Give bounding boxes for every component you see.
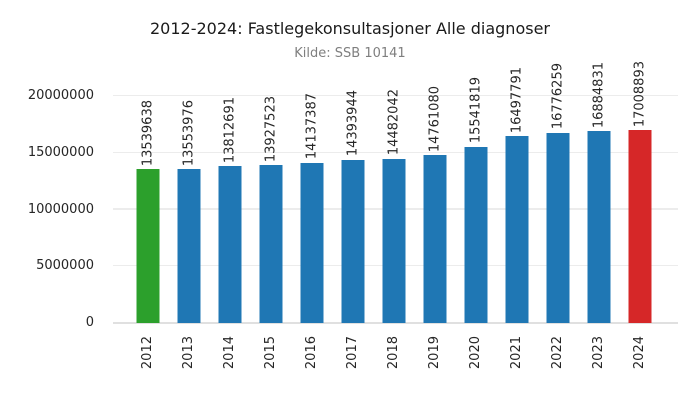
bar-value-label: 13927523 bbox=[263, 95, 278, 162]
bar-value-label: 13539638 bbox=[140, 100, 155, 167]
bar-slot: 13539638 bbox=[127, 96, 168, 323]
x-tick-label: 2021 bbox=[509, 336, 524, 370]
x-slot: 2013 bbox=[168, 336, 209, 386]
x-tick-label: 2018 bbox=[386, 336, 401, 370]
x-tick-label: 2014 bbox=[222, 336, 237, 370]
x-slot: 2016 bbox=[291, 336, 332, 386]
x-tick-label: 2022 bbox=[550, 336, 565, 370]
x-slot: 2014 bbox=[209, 336, 250, 386]
bar bbox=[505, 135, 528, 323]
gridline bbox=[113, 151, 678, 153]
bar-value-label: 14137387 bbox=[304, 93, 319, 160]
bar-value-label: 14482042 bbox=[386, 89, 401, 156]
bar-value-label: 14761080 bbox=[427, 86, 442, 153]
bar bbox=[341, 159, 364, 323]
x-tick-label: 2024 bbox=[632, 336, 647, 370]
bar-stack: 16884831 bbox=[587, 62, 610, 323]
x-slot: 2021 bbox=[496, 336, 537, 386]
y-tick-label: 15000000 bbox=[27, 144, 94, 160]
x-slot: 2022 bbox=[537, 336, 578, 386]
x-slot: 2012 bbox=[127, 336, 168, 386]
bar-stack: 13539638 bbox=[136, 100, 159, 323]
y-tick-label: 10000000 bbox=[27, 201, 94, 217]
bar-stack: 17008893 bbox=[628, 61, 651, 323]
x-slot: 2023 bbox=[578, 336, 619, 386]
x-slot: 2020 bbox=[455, 336, 496, 386]
bar-stack: 14393944 bbox=[341, 90, 364, 323]
x-tick-label: 2023 bbox=[591, 336, 606, 370]
bar bbox=[464, 146, 487, 323]
chart-title: 2012-2024: Fastlegekonsultasjoner Alle d… bbox=[150, 19, 550, 38]
bar bbox=[218, 166, 241, 323]
x-tick-label: 2013 bbox=[181, 336, 196, 370]
bar bbox=[546, 132, 569, 323]
bar bbox=[177, 169, 200, 323]
bar bbox=[136, 169, 159, 323]
bar-value-label: 13553976 bbox=[181, 100, 196, 167]
x-slot: 2017 bbox=[332, 336, 373, 386]
bar-slot: 15541819 bbox=[455, 77, 496, 323]
x-axis-labels: 2012 2013 2014 2015 2016 2017 2018 2019 2020 2021… bbox=[113, 336, 678, 386]
x-tick-label: 2020 bbox=[468, 336, 483, 370]
bar-slot: 14761080 bbox=[414, 86, 455, 323]
bar-value-label: 16884831 bbox=[591, 62, 606, 129]
bars-row: 13539638 13553976 13812691 13927523 14137387… bbox=[113, 61, 678, 323]
bar-stack: 13812691 bbox=[218, 97, 241, 323]
bar-slot: 16497791 bbox=[496, 67, 537, 323]
chart-subtitle: Kilde: SSB 10141 bbox=[294, 46, 406, 61]
bar-stack: 16776259 bbox=[546, 63, 569, 323]
bar-value-label: 13812691 bbox=[222, 97, 237, 164]
x-slot: 2018 bbox=[373, 336, 414, 386]
bar-stack: 13927523 bbox=[259, 96, 282, 323]
x-slot: 2024 bbox=[619, 336, 660, 386]
x-tick-label: 2019 bbox=[427, 336, 442, 370]
bar-slot: 16884831 bbox=[578, 62, 619, 323]
bar-slot: 13927523 bbox=[250, 96, 291, 323]
bar-stack: 14137387 bbox=[300, 93, 323, 323]
bar-value-label: 14393944 bbox=[345, 90, 360, 157]
bar bbox=[259, 164, 282, 323]
bar bbox=[382, 158, 405, 323]
bar-value-label: 17008893 bbox=[632, 60, 647, 127]
bar-value-label: 16497791 bbox=[509, 66, 524, 133]
bar-slot: 14137387 bbox=[291, 93, 332, 323]
bar-value-label: 16776259 bbox=[550, 63, 565, 130]
bar bbox=[300, 162, 323, 323]
bar-slot: 13812691 bbox=[209, 96, 250, 323]
bar bbox=[587, 131, 610, 323]
bar-stack: 15541819 bbox=[464, 77, 487, 323]
y-tick-label: 0 bbox=[85, 315, 94, 330]
bar-stack: 16497791 bbox=[505, 67, 528, 323]
bar-stack: 14482042 bbox=[382, 89, 405, 323]
x-tick-label: 2015 bbox=[263, 336, 278, 370]
x-tick-label: 2012 bbox=[140, 336, 155, 370]
bar-slot: 17008893 bbox=[619, 61, 660, 323]
x-tick-label: 2017 bbox=[345, 336, 360, 370]
gridline bbox=[113, 94, 678, 96]
x-tick-label: 2016 bbox=[304, 336, 319, 370]
y-axis-labels: 0 5000000 10000000 15000000 20000000 bbox=[0, 88, 94, 330]
x-slot: 2019 bbox=[414, 336, 455, 386]
bar-slot: 16776259 bbox=[537, 63, 578, 323]
x-slot: 2015 bbox=[250, 336, 291, 386]
plot-area: 13539638 13553976 13812691 13927523 14137387… bbox=[113, 61, 678, 324]
bar-slot: 14482042 bbox=[373, 89, 414, 323]
bar-stack: 13553976 bbox=[177, 100, 200, 323]
y-tick-label: 20000000 bbox=[27, 88, 94, 103]
bar-slot: 14393944 bbox=[332, 90, 373, 323]
bar-stack: 14761080 bbox=[423, 86, 446, 323]
bar bbox=[423, 155, 446, 323]
bar bbox=[628, 129, 651, 323]
y-tick-label: 5000000 bbox=[36, 258, 94, 274]
bar-slot: 13553976 bbox=[168, 96, 209, 323]
bar-value-label: 15541819 bbox=[468, 77, 483, 144]
